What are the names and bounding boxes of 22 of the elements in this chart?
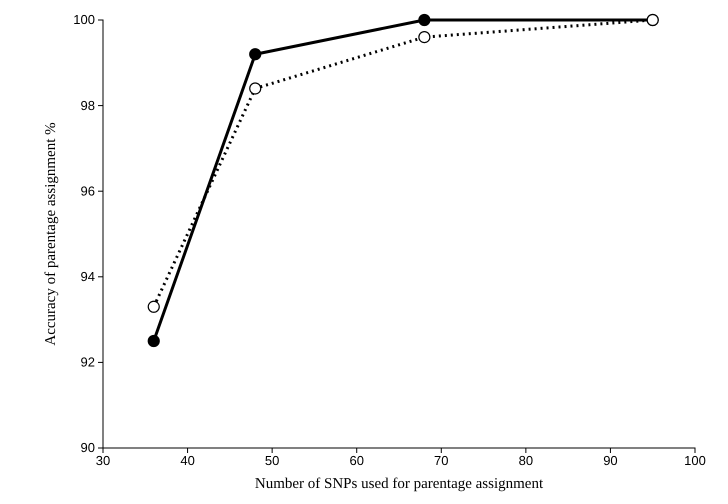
y-tick-label: 98 — [80, 98, 95, 113]
x-tick-label: 50 — [264, 453, 280, 468]
x-tick-label: 60 — [349, 453, 364, 468]
point — [249, 48, 262, 60]
y-axis-title: Accuracy of parentage assignment % — [43, 122, 59, 346]
x-tick-label: 80 — [518, 453, 534, 468]
point — [148, 300, 160, 313]
y-tick-label: 94 — [80, 268, 95, 284]
x-axis-title: Number of SNPs used for parentage assignment — [254, 476, 544, 492]
x-tick-label: 40 — [180, 453, 195, 468]
x-tick-label: 90 — [603, 453, 618, 468]
x-tick-label: 30 — [96, 453, 110, 468]
x-tick-label: 70 — [434, 453, 449, 468]
point — [418, 14, 430, 26]
point — [249, 82, 262, 95]
point — [148, 334, 160, 348]
x-tick-label: 100 — [684, 453, 706, 468]
y-tick-label: 92 — [80, 354, 95, 370]
y-tick-label: 96 — [80, 183, 95, 198]
point — [418, 31, 430, 44]
y-tick-label: 90 — [80, 440, 95, 456]
y-tick-label: 100 — [73, 12, 95, 28]
